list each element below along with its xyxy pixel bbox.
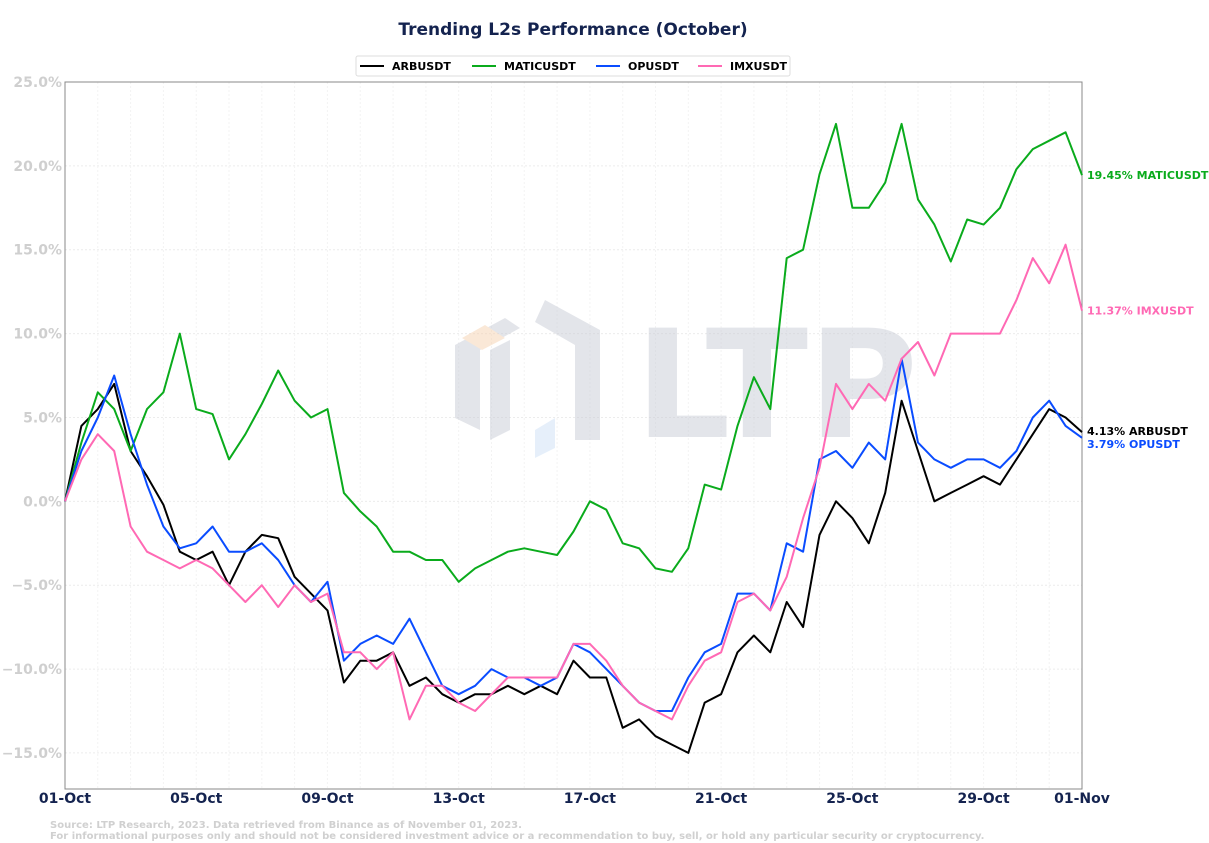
- x-tick-label: 25-Oct: [826, 791, 878, 807]
- disclaimer-note: For informational purposes only and shou…: [50, 831, 984, 842]
- end-label-imxusdt: 11.37% IMXUSDT: [1087, 305, 1194, 318]
- series-line-arbusdt: [64, 382, 1083, 754]
- x-tick-label: 05-Oct: [170, 791, 222, 807]
- legend: ARBUSDT MATICUSDT OPUSDT IMXUSDT: [355, 55, 791, 77]
- y-tick-label: 20.0%: [13, 159, 62, 175]
- source-note: Source: LTP Research, 2023. Data retriev…: [50, 820, 522, 831]
- end-labels: 4.13% ARBUSDT 19.45% MATICUSDT 3.79% OPUSD…: [1087, 169, 1209, 451]
- end-label-arbusdt: 4.13% ARBUSDT: [1087, 425, 1188, 438]
- x-tick-label: 09-Oct: [301, 791, 353, 807]
- y-tick-label: 0.0%: [23, 494, 62, 510]
- y-tick-label: −15.0%: [2, 746, 62, 762]
- legend-label-arbusdt: ARBUSDT: [392, 60, 451, 73]
- series-lines: [64, 122, 1083, 754]
- legend-label-maticusdt: MATICUSDT: [504, 60, 576, 73]
- x-tick-label: 17-Oct: [564, 791, 616, 807]
- watermark-text: LTP: [635, 299, 918, 473]
- y-tick-label: 5.0%: [23, 410, 62, 426]
- end-label-opusdt: 3.79% OPUSDT: [1087, 438, 1180, 451]
- y-tick-label: 15.0%: [13, 243, 62, 259]
- y-tick-label: −5.0%: [11, 578, 62, 594]
- legend-label-opusdt: OPUSDT: [628, 60, 679, 73]
- x-tick-label: 29-Oct: [957, 791, 1009, 807]
- series-line-maticusdt: [64, 122, 1083, 583]
- end-label-maticusdt: 19.45% MATICUSDT: [1087, 169, 1209, 182]
- plot-frame: [64, 81, 1083, 790]
- x-tick-label: 01-Nov: [1054, 791, 1110, 807]
- y-axis: 25.0% 20.0% 15.0% 10.0% 5.0% 0.0% −5.0% −10.0% −…: [2, 75, 62, 762]
- legend-label-imxusdt: IMXUSDT: [730, 60, 788, 73]
- series-line-opusdt: [64, 357, 1083, 712]
- y-tick-label: −10.0%: [2, 662, 62, 678]
- y-tick-label: 10.0%: [13, 327, 62, 343]
- x-tick-label: 13-Oct: [433, 791, 485, 807]
- x-tick-label: 21-Oct: [695, 791, 747, 807]
- y-tick-label: 25.0%: [13, 75, 62, 91]
- chart-title: Trending L2s Performance (October): [398, 20, 747, 40]
- x-axis: 01-Oct 05-Oct 09-Oct 13-Oct 17-Oct 21-Oct 25-O…: [39, 791, 1110, 807]
- series-line-imxusdt: [64, 243, 1083, 721]
- x-tick-label: 01-Oct: [39, 791, 91, 807]
- grid: [64, 81, 1083, 789]
